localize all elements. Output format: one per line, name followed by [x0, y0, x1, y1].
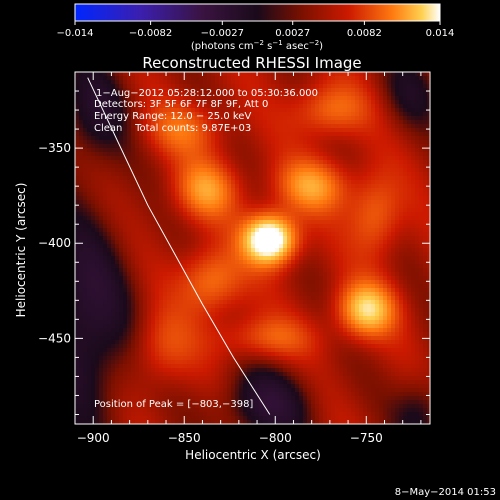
x-tick-label: −800 — [259, 431, 292, 445]
annotation-energy: Energy Range: 12.0 − 25.0 keV — [94, 111, 251, 122]
colorbar-tick-label: −0.014 — [56, 28, 93, 39]
solar-limb-line — [87, 77, 271, 415]
x-tick-label: −750 — [350, 431, 383, 445]
annotation-peak: Position of Peak = [−803,−398] — [94, 399, 253, 410]
colorbar-scale — [74, 3, 441, 22]
annotation-time-range: 1−Aug−2012 05:28:12.000 to 05:30:36.000 — [96, 88, 318, 99]
annotations: 1−Aug−2012 05:28:12.000 to 05:30:36.000 … — [94, 88, 318, 410]
x-tick-label: −900 — [77, 431, 110, 445]
y-tick-label: −450 — [38, 331, 71, 345]
colorbar-tick-label: −0.0082 — [129, 28, 172, 39]
colorbar-tick-label: 0.0082 — [347, 28, 382, 39]
heatmap-image — [75, 72, 430, 424]
chart-title: Reconstructed RHESSI Image — [142, 54, 361, 72]
colorbar-tick-label: −0.0027 — [201, 28, 244, 39]
axis-ticks: −900 −850 −800 −750 −450 −400 −350 — [38, 71, 430, 445]
y-axis-label: Heliocentric Y (arcsec) — [14, 183, 28, 318]
colorbar-ticks: −0.014 −0.0082 −0.0027 0.0027 0.0082 0.014 — [56, 21, 454, 39]
plot-frame — [74, 71, 431, 425]
footer-timestamp: 8−May−2014 01:53 — [395, 487, 496, 498]
x-axis-label: Heliocentric X (arcsec) — [185, 448, 321, 462]
colorbar: −0.014 −0.0082 −0.0027 0.0027 0.0082 0.014 (p… — [56, 3, 454, 52]
colorbar-tick-label: 0.0027 — [275, 28, 310, 39]
annotation-detectors: Detectors: 3F 5F 6F 7F 8F 9F, Att 0 — [94, 99, 268, 110]
x-tick-label: −850 — [168, 431, 201, 445]
colorbar-label: (photons cm−2 s−1 asec−2) — [191, 39, 323, 52]
annotation-clean: Clean Total counts: 9.87E+03 — [94, 123, 251, 134]
colorbar-tick-label: 0.014 — [426, 28, 455, 39]
y-tick-label: −400 — [38, 236, 71, 250]
y-tick-label: −350 — [38, 141, 71, 155]
